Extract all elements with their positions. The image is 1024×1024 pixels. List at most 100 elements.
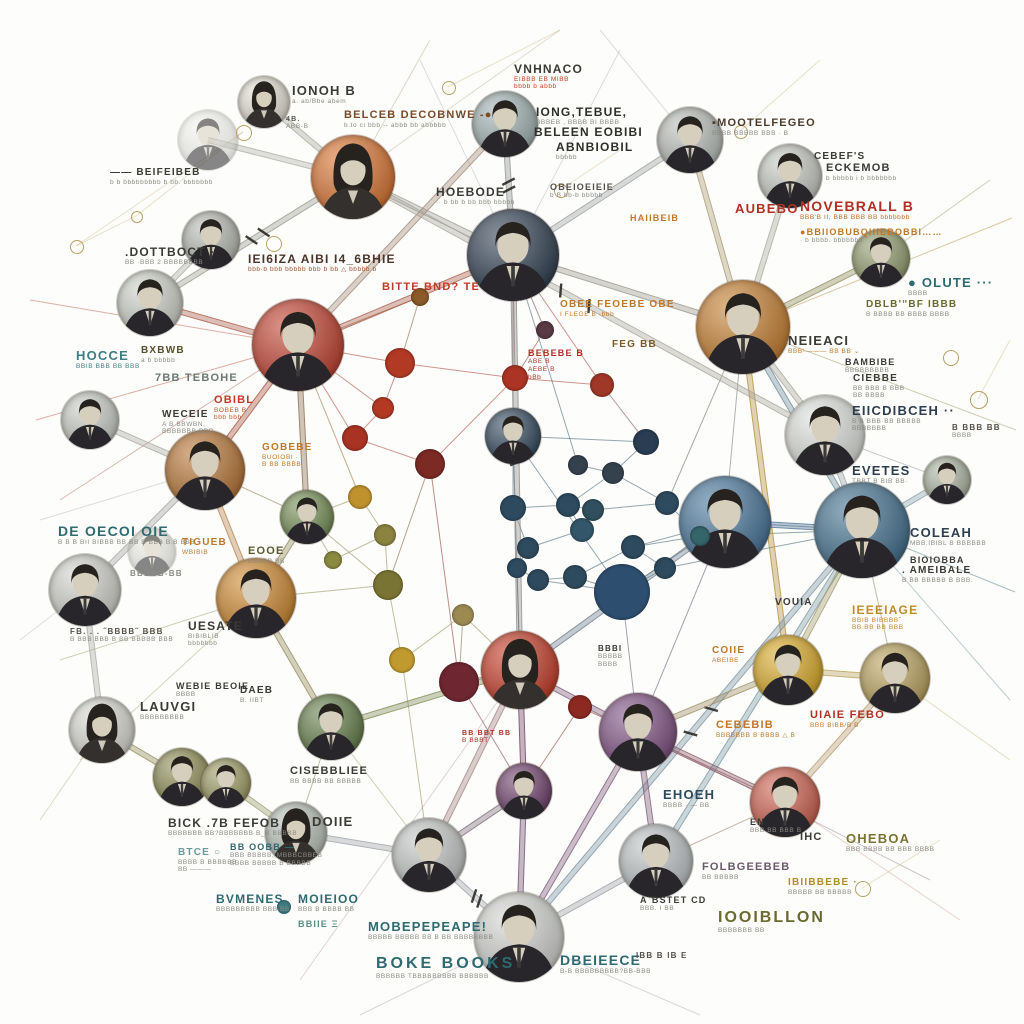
dot-node[interactable] [582, 499, 604, 521]
label-subtext: BB BBBB [853, 392, 886, 400]
portrait-silhouette [625, 834, 687, 898]
dot-node[interactable] [556, 493, 580, 517]
person-node[interactable] [599, 693, 677, 771]
person-node[interactable] [392, 818, 466, 892]
dot-node[interactable] [439, 662, 479, 702]
ring-node[interactable] [442, 81, 456, 95]
dot-node[interactable] [415, 449, 445, 479]
person-node[interactable] [619, 824, 693, 898]
ring-node[interactable] [855, 881, 871, 897]
label-text: MOBEPEPEAPE! [368, 919, 488, 934]
label-text: IBIIBBEBE · [788, 877, 858, 888]
ring-node[interactable] [266, 236, 282, 252]
person-node[interactable] [280, 490, 334, 544]
edge-tick [683, 730, 698, 737]
dot-node[interactable] [411, 288, 429, 306]
person-node[interactable] [758, 144, 822, 208]
person-node[interactable] [201, 758, 251, 808]
person-node[interactable] [472, 91, 538, 157]
dot-node[interactable] [507, 558, 527, 578]
person-node[interactable] [657, 107, 723, 173]
dot-node[interactable] [563, 565, 587, 589]
person-node[interactable] [481, 631, 559, 709]
edge-tick [704, 705, 719, 713]
dot-node[interactable] [373, 570, 403, 600]
person-node[interactable] [61, 391, 119, 449]
person-node[interactable] [311, 135, 395, 219]
dot-node[interactable] [690, 526, 710, 546]
ring-node[interactable] [554, 184, 568, 198]
person-node[interactable] [265, 802, 327, 864]
label-text: BBIIE Ξ [298, 919, 339, 929]
dot-node[interactable] [621, 535, 645, 559]
person-node[interactable] [753, 635, 823, 705]
node-label: B BBB BB BBBB [952, 423, 1001, 440]
person-node[interactable] [216, 558, 296, 638]
dot-node[interactable] [655, 491, 679, 515]
person-node[interactable] [467, 209, 559, 301]
dot-node[interactable] [594, 564, 650, 620]
person-node[interactable] [182, 211, 240, 269]
label-text: IONG,TEBUE, [536, 105, 628, 119]
person-node[interactable] [496, 763, 552, 819]
dot-node[interactable] [502, 365, 528, 391]
ring-node[interactable] [970, 391, 988, 409]
ring-node[interactable] [734, 125, 748, 139]
person-node[interactable] [238, 76, 290, 128]
dot-node[interactable] [527, 569, 549, 591]
dot-node[interactable] [385, 348, 415, 378]
dot-node[interactable] [324, 551, 342, 569]
dot-node[interactable] [500, 495, 526, 521]
person-node[interactable] [252, 299, 344, 391]
dot-node[interactable] [348, 485, 372, 509]
person-node[interactable] [178, 110, 238, 170]
dot-node[interactable] [374, 524, 396, 546]
dot-node[interactable] [590, 373, 614, 397]
dot-node[interactable] [654, 557, 676, 579]
person-node[interactable] [679, 476, 771, 568]
person-node[interactable] [117, 270, 183, 336]
label-text: COLEAH [910, 525, 973, 540]
dot-node[interactable] [277, 900, 291, 914]
dot-node[interactable] [342, 425, 368, 451]
label-text: ABNBIOBIL [556, 140, 634, 154]
person-node[interactable] [128, 528, 176, 576]
dot-node[interactable] [568, 695, 592, 719]
dot-node[interactable] [568, 455, 588, 475]
dot-node[interactable] [570, 518, 594, 542]
dot-node[interactable] [372, 397, 394, 419]
background-edge [742, 326, 1017, 431]
person-node[interactable] [860, 643, 930, 713]
dot-node[interactable] [452, 604, 474, 626]
label-subtext: BBB¹——— BB BB ⌄ [788, 347, 860, 355]
person-node[interactable] [852, 229, 910, 287]
dot-node[interactable] [389, 647, 415, 673]
ring-node[interactable] [70, 240, 84, 254]
portrait-silhouette [703, 293, 783, 374]
ring-node[interactable] [236, 125, 252, 141]
node-label: AUBEBO [735, 202, 799, 216]
dot-node[interactable] [633, 429, 659, 455]
ring-node[interactable] [131, 211, 143, 223]
dot-node[interactable] [517, 537, 539, 559]
node-label: HOEBODE ·· b bb b bb bbb bbbbb [436, 186, 515, 206]
person-node[interactable] [750, 767, 820, 837]
person-node[interactable] [785, 395, 865, 475]
node-label: COLEAH MBB.IBIBL B BBBBBB [910, 526, 986, 547]
person-node[interactable] [165, 430, 245, 510]
label-text: VOUIA [775, 597, 813, 608]
person-node[interactable] [69, 697, 135, 763]
person-node[interactable] [485, 408, 541, 464]
dot-node[interactable] [536, 321, 554, 339]
node-label: CIEBBE BB BBB B BBB BB BBBB [853, 373, 905, 400]
label-text: BXBWB [141, 345, 185, 356]
person-node[interactable] [298, 694, 364, 760]
ring-node[interactable] [943, 350, 959, 366]
label-subtext: AEBE B [528, 366, 556, 374]
person-node[interactable] [696, 280, 790, 374]
person-node[interactable] [474, 892, 564, 982]
person-node[interactable] [814, 482, 910, 578]
dot-node[interactable] [602, 462, 624, 484]
person-node[interactable] [49, 554, 121, 626]
person-node[interactable] [923, 456, 971, 504]
